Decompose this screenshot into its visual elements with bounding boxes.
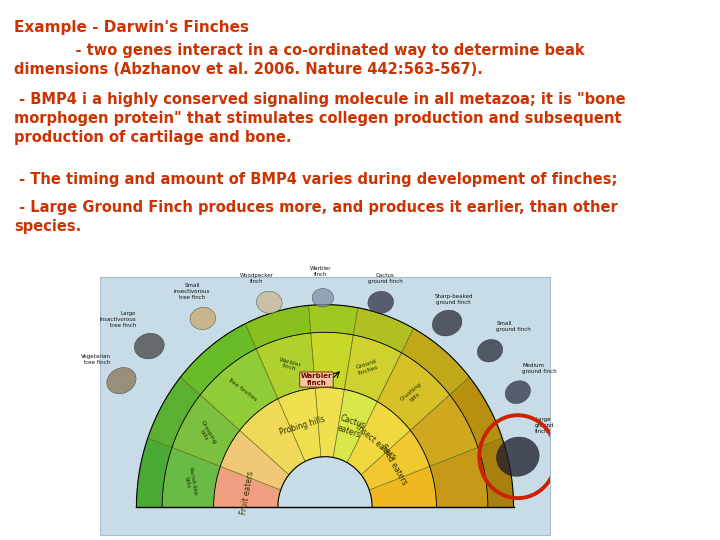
Text: Fruit eaters: Fruit eaters <box>238 470 255 515</box>
Wedge shape <box>450 377 502 448</box>
Wedge shape <box>148 377 200 448</box>
Wedge shape <box>240 399 305 475</box>
Text: Insect eaters: Insect eaters <box>354 423 398 462</box>
Text: Ground
finches: Ground finches <box>356 359 379 376</box>
Ellipse shape <box>256 291 282 313</box>
Text: Grasping
bills: Grasping bills <box>195 420 217 448</box>
Text: - Large Ground Finch produces more, and produces it earlier, than other
species.: - Large Ground Finch produces more, and … <box>14 200 618 234</box>
Wedge shape <box>377 353 450 430</box>
Text: - BMP4 i a highly conserved signaling molecule in all metazoa; it is "bone
morph: - BMP4 i a highly conserved signaling mo… <box>14 92 626 145</box>
Text: Cactus
eaters: Cactus eaters <box>336 413 366 440</box>
Wedge shape <box>172 395 240 467</box>
Ellipse shape <box>135 333 164 359</box>
Wedge shape <box>311 332 354 389</box>
Wedge shape <box>361 430 430 490</box>
Text: Cactus
ground finch: Cactus ground finch <box>368 273 402 284</box>
Wedge shape <box>347 402 410 475</box>
Text: Woodpecker
finch: Woodpecker finch <box>240 273 274 284</box>
Bar <box>100 277 550 535</box>
Wedge shape <box>369 467 436 508</box>
Wedge shape <box>181 323 256 395</box>
Text: Warbler
finch: Warbler finch <box>277 357 302 373</box>
Text: Warbler
finch: Warbler finch <box>301 373 332 386</box>
Wedge shape <box>344 335 402 402</box>
Text: Large
ground
finch: Large ground finch <box>535 417 554 434</box>
Text: Warbler
finch: Warbler finch <box>310 266 331 277</box>
Text: - two genes interact in a co-ordinated way to determine beak
dimensions (Abzhano: - two genes interact in a co-ordinated w… <box>14 43 585 77</box>
Ellipse shape <box>497 437 539 476</box>
Wedge shape <box>256 333 315 399</box>
Text: Probing hills: Probing hills <box>278 415 325 437</box>
Wedge shape <box>410 395 478 467</box>
Wedge shape <box>315 388 344 457</box>
Ellipse shape <box>368 291 394 313</box>
Text: Parrot-like
bills: Parrot-like bills <box>182 466 198 497</box>
Wedge shape <box>200 349 278 430</box>
Wedge shape <box>136 438 172 508</box>
Wedge shape <box>246 306 311 349</box>
Ellipse shape <box>312 288 333 307</box>
Text: Crushing
bills: Crushing bills <box>400 382 426 407</box>
Text: Tree finches: Tree finches <box>227 377 258 402</box>
Text: Medium
ground finch: Medium ground finch <box>522 363 557 374</box>
Ellipse shape <box>505 381 531 403</box>
Ellipse shape <box>107 368 136 394</box>
Wedge shape <box>220 430 289 490</box>
Ellipse shape <box>432 310 462 336</box>
Wedge shape <box>354 308 413 353</box>
Ellipse shape <box>477 340 503 362</box>
Wedge shape <box>430 448 488 508</box>
Text: Largo
Insactivorous
tree finch: Largo Insactivorous tree finch <box>100 311 136 328</box>
Text: Seed eaters: Seed eaters <box>379 443 409 487</box>
Wedge shape <box>214 467 281 508</box>
Text: Small
ground finch: Small ground finch <box>496 321 531 332</box>
Text: Example - Darwin's Finches: Example - Darwin's Finches <box>14 20 249 35</box>
Text: Vegetarian
tree finch: Vegetarian tree finch <box>81 354 111 364</box>
Wedge shape <box>278 388 321 461</box>
Text: Sharp-beaked
ground finch: Sharp-beaked ground finch <box>434 294 473 305</box>
Wedge shape <box>162 448 220 508</box>
Wedge shape <box>478 438 513 508</box>
Text: - The timing and amount of BMP4 varies during development of finches;: - The timing and amount of BMP4 varies d… <box>14 172 617 187</box>
Wedge shape <box>333 389 377 463</box>
Wedge shape <box>309 305 358 335</box>
Wedge shape <box>402 328 469 395</box>
Ellipse shape <box>190 307 216 329</box>
Text: Small
insectivorous
tree finch: Small insectivorous tree finch <box>174 284 210 300</box>
